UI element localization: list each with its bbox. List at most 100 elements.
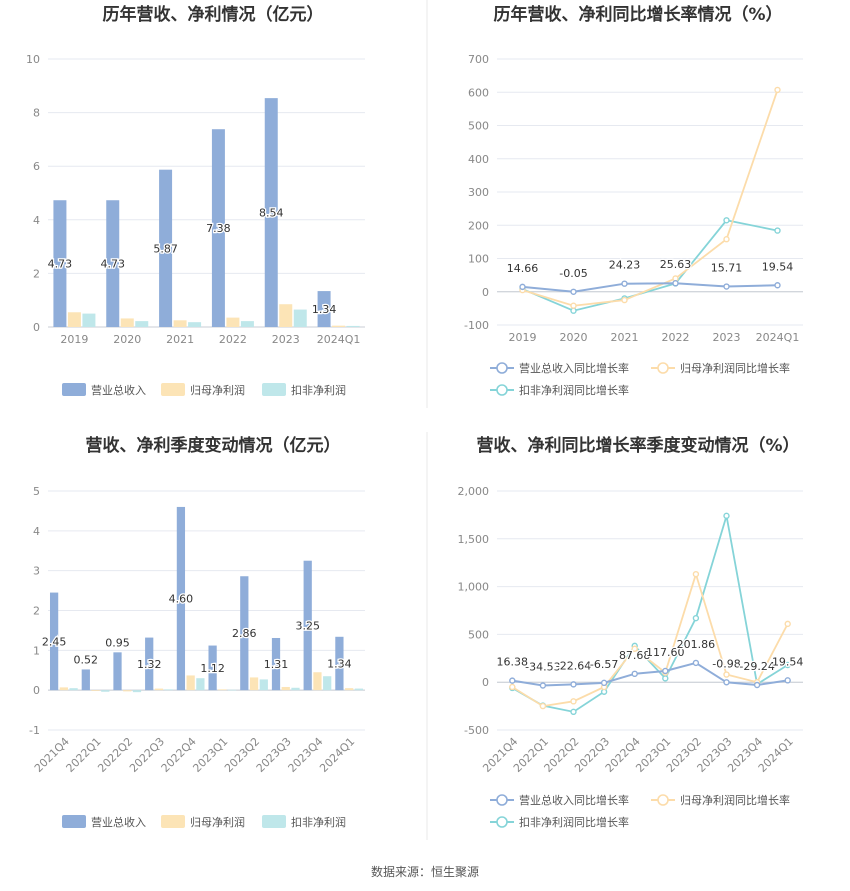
bar-1 (53, 200, 67, 327)
bar-1 (264, 98, 278, 328)
bar-3 (346, 325, 360, 327)
line-point-2 (784, 620, 791, 628)
bar-2 (345, 688, 354, 691)
bar-2 (67, 312, 81, 327)
line-point-1 (723, 679, 730, 686)
legend-swatch (262, 815, 286, 828)
line-point-2 (570, 302, 577, 309)
data-label: -22.64 (556, 659, 591, 672)
line-point-1 (570, 681, 577, 688)
chart-panel-2: 历年营收、净利同比增长率情况（%） -100 0 100 200 300 400 500 600… (464, 4, 803, 397)
legend-label: 扣非净利润同比增长率 (519, 815, 629, 829)
line-point-2 (631, 645, 638, 652)
data-label: 201.86 (677, 638, 716, 651)
line-point-1 (621, 280, 628, 287)
bar-2 (91, 690, 100, 691)
bar-3 (82, 313, 96, 327)
y-tick-label: 8 (33, 107, 40, 120)
y-tick-label: 500 (468, 120, 489, 133)
data-label: 1.34 (312, 303, 337, 316)
data-label: 117.60 (646, 646, 685, 659)
x-tick-label: 2023 (713, 331, 741, 344)
bar-3 (227, 689, 237, 691)
legend-marker (657, 794, 669, 806)
legend-marker (496, 384, 508, 396)
x-tick-label: 2019 (60, 333, 88, 346)
bar-1 (145, 637, 154, 691)
bar-2 (120, 318, 134, 327)
bar-2 (218, 689, 227, 691)
y-tick-label: 500 (468, 628, 489, 641)
line-point-1 (774, 282, 781, 289)
data-label: 1.34 (327, 657, 352, 670)
y-tick-label: 5 (33, 485, 40, 498)
line-point-1 (509, 677, 516, 684)
data-label: 7.38 (206, 222, 231, 235)
line-point-1 (784, 677, 791, 684)
legend-marker (496, 362, 508, 374)
x-tick-label: 2020 (560, 331, 588, 344)
line-series-2 (522, 89, 779, 307)
legend-label: 归母净利润 (190, 815, 245, 829)
bar-3 (164, 689, 173, 691)
data-label: -29.24 (739, 660, 774, 673)
data-label: 1.32 (137, 658, 162, 671)
data-label: 4.60 (169, 593, 194, 606)
legend-label: 扣非净利润 (291, 815, 346, 829)
line-point-1 (600, 679, 608, 687)
line-point-3 (723, 217, 730, 224)
legend-label: 扣非净利润 (291, 383, 346, 397)
line-point-1 (672, 280, 679, 287)
bar-1 (49, 592, 59, 691)
data-label: 1.31 (264, 658, 289, 671)
line-point-2 (774, 86, 781, 94)
legend-swatch (262, 383, 286, 396)
chart-panel-3: 营收、净利季度变动情况（亿元）-10123452021Q42022Q12022Q… (29, 435, 365, 829)
line-point-2 (509, 683, 516, 691)
bar-1 (335, 636, 344, 691)
bar-2 (332, 325, 346, 327)
data-label: -0.05 (559, 267, 587, 280)
line-series-2 (511, 571, 789, 708)
data-label: 0.52 (74, 653, 99, 666)
x-tick-label: 2023 (272, 333, 300, 346)
line-point-2 (692, 570, 700, 578)
data-label: -6.57 (590, 658, 618, 671)
bar-3 (132, 690, 142, 693)
data-label: -0.98 (712, 657, 740, 670)
line-point-3 (692, 614, 700, 622)
bar-1 (211, 129, 225, 327)
bar-1 (176, 506, 186, 691)
legend-label: 营业总收入同比增长率 (519, 793, 629, 807)
x-tick-label: 2021 (611, 331, 639, 344)
bar-1 (271, 637, 281, 691)
y-tick-label: -1 (29, 724, 40, 737)
data-label: -34.53 (525, 661, 560, 674)
y-tick-label: 100 (468, 253, 489, 266)
bar-3 (354, 688, 364, 691)
x-tick-label: 2024Q1 (317, 333, 361, 346)
data-label: 19.54 (772, 655, 804, 668)
data-label: 1.12 (200, 662, 225, 675)
y-tick-label: 2 (33, 605, 40, 618)
bar-1 (159, 169, 173, 327)
y-tick-label: 0 (482, 676, 489, 689)
legend-marker (657, 362, 669, 374)
legend-swatch (62, 815, 86, 828)
line-point-1 (692, 659, 700, 667)
line-point-3 (774, 227, 781, 234)
bar-2 (173, 320, 187, 327)
bar-2 (154, 688, 164, 691)
y-tick-label: 6 (33, 160, 40, 173)
y-tick-label: 200 (468, 219, 489, 232)
line-point-3 (723, 512, 730, 520)
legend-marker (496, 794, 508, 806)
y-tick-label: 600 (468, 86, 489, 99)
bar-3 (291, 687, 300, 691)
bar-3 (188, 322, 202, 327)
line-point-3 (784, 661, 791, 669)
data-label: 5.87 (153, 242, 178, 255)
bar-1 (106, 200, 120, 327)
legend-label: 归母净利润同比增长率 (680, 793, 790, 807)
